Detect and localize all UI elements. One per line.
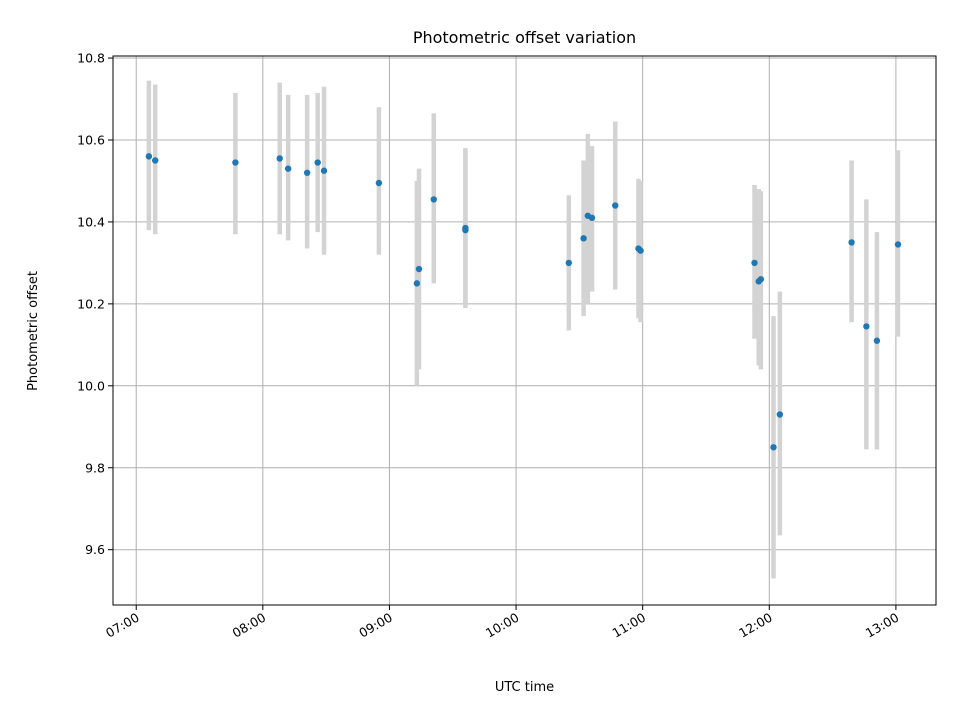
grid-layer bbox=[113, 56, 936, 605]
data-point bbox=[232, 159, 239, 166]
data-point bbox=[757, 276, 765, 283]
data-point bbox=[152, 157, 159, 164]
y-tick-label: 10.6 bbox=[77, 132, 105, 147]
x-tick-label: 09:00 bbox=[356, 610, 395, 641]
y-tick-label: 9.6 bbox=[85, 542, 105, 557]
x-tick-label: 12:00 bbox=[736, 610, 775, 641]
y-tick-label: 10.2 bbox=[77, 296, 105, 311]
data-point bbox=[375, 179, 383, 187]
y-axis-label: Photometric offset bbox=[26, 271, 41, 391]
data-point bbox=[462, 224, 469, 232]
data-point bbox=[894, 241, 902, 248]
y-tick-label: 10.8 bbox=[77, 51, 105, 66]
x-tick-label: 11:00 bbox=[609, 610, 648, 641]
data-point bbox=[848, 239, 855, 246]
chart-title: Photometric offset variation bbox=[413, 28, 636, 47]
plot-area-frame bbox=[112, 55, 937, 606]
data-point bbox=[580, 235, 587, 242]
y-tick-label: 10.0 bbox=[77, 378, 105, 393]
errorbar-layer bbox=[146, 80, 901, 579]
data-point bbox=[415, 265, 423, 273]
data-point bbox=[276, 155, 283, 162]
x-axis-label: UTC time bbox=[495, 680, 554, 695]
data-point bbox=[565, 259, 573, 267]
data-point bbox=[314, 159, 321, 166]
data-point bbox=[612, 202, 619, 209]
data-point bbox=[776, 411, 784, 418]
data-point bbox=[770, 444, 777, 451]
data-point bbox=[863, 323, 870, 330]
x-tick-label: 13:00 bbox=[863, 610, 902, 641]
x-tick-label: 08:00 bbox=[230, 610, 269, 641]
data-point bbox=[430, 196, 437, 203]
data-point bbox=[588, 214, 596, 222]
x-tick-label: 07:00 bbox=[103, 610, 142, 641]
x-tick-label: 10:00 bbox=[483, 610, 522, 641]
data-point bbox=[873, 337, 881, 344]
data-point bbox=[284, 165, 292, 172]
data-point bbox=[413, 280, 421, 287]
data-point bbox=[303, 169, 311, 176]
data-point bbox=[320, 167, 328, 174]
data-point bbox=[145, 153, 153, 160]
point-layer bbox=[145, 153, 902, 451]
y-tick-label: 9.8 bbox=[85, 460, 105, 475]
y-tick-label: 10.4 bbox=[77, 214, 105, 229]
data-point bbox=[637, 247, 644, 254]
data-point bbox=[751, 259, 758, 267]
